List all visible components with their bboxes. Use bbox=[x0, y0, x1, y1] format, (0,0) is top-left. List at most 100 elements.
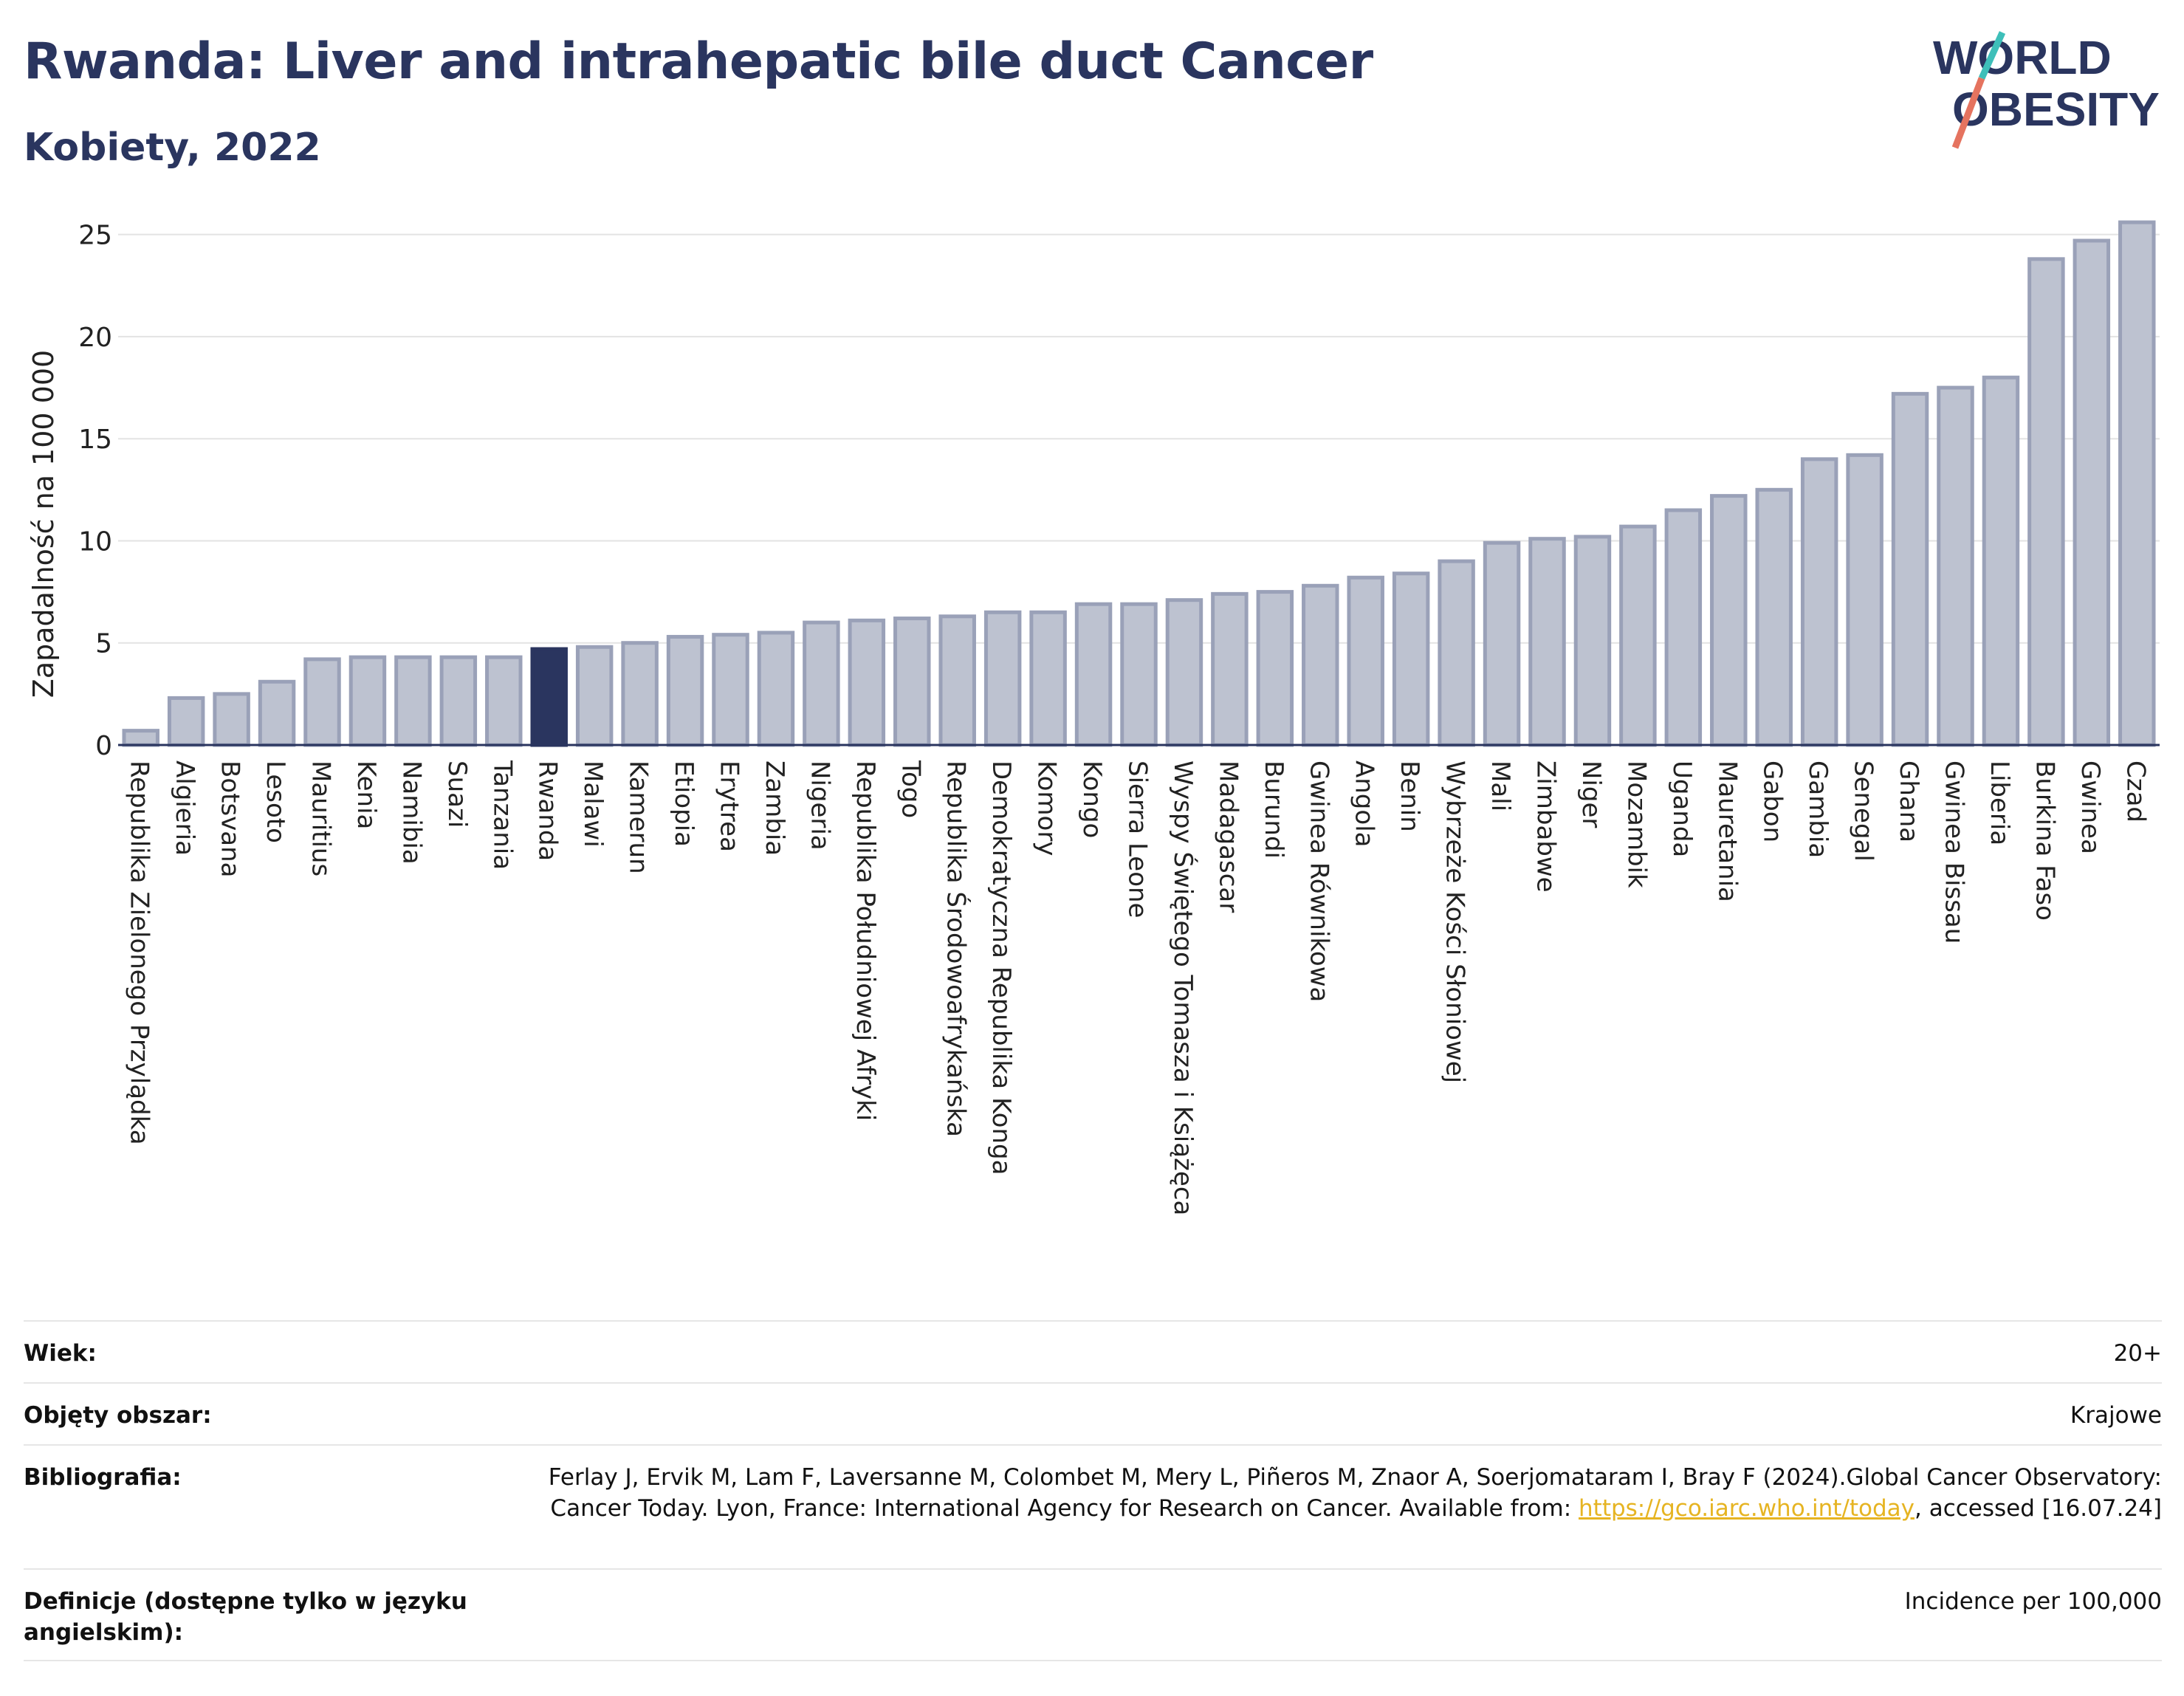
meta-age-label: Wiek: bbox=[24, 1340, 97, 1367]
x-tick-label: Gwinea Bissau bbox=[1940, 761, 1969, 944]
bar bbox=[213, 692, 250, 747]
bar bbox=[1347, 575, 1384, 747]
x-tick-label: Suazi bbox=[442, 761, 472, 828]
bar bbox=[485, 655, 523, 747]
bar bbox=[983, 610, 1022, 747]
bar bbox=[575, 645, 614, 747]
x-tick-label: Mali bbox=[1486, 761, 1515, 811]
bibliography-link[interactable]: https://gco.iarc.who.int/today bbox=[1579, 1495, 1915, 1522]
y-tick-label: 10 bbox=[78, 526, 112, 557]
x-tick-label: Mauretania bbox=[1712, 761, 1742, 902]
x-tick-label: Gwinea Równikowa bbox=[1304, 761, 1333, 1002]
bar bbox=[1302, 583, 1339, 747]
bar bbox=[122, 729, 159, 747]
x-tick-label: Angola bbox=[1350, 761, 1379, 847]
bar bbox=[803, 620, 840, 747]
x-tick-label: Namibia bbox=[396, 761, 426, 865]
logo-slash-teal bbox=[1978, 31, 2006, 80]
bar bbox=[1710, 494, 1748, 747]
x-tick-label: Erytrea bbox=[715, 761, 744, 852]
x-tick-label: Wyspy Świętego Tomasza i Książęca bbox=[1168, 761, 1198, 1215]
x-tick-label: Gabon bbox=[1758, 761, 1788, 842]
chart-title: Rwanda: Liver and intrahepatic bile duct… bbox=[24, 32, 1373, 91]
x-tick-label: Gambia bbox=[1803, 761, 1833, 858]
metadata-table: Wiek: 20+ Objęty obszar: Krajowe Bibliog… bbox=[24, 1320, 2162, 1661]
x-tick-label: Lesoto bbox=[261, 761, 290, 843]
bar bbox=[1392, 571, 1430, 747]
y-tick-label: 5 bbox=[95, 629, 112, 659]
bar bbox=[1664, 508, 1703, 747]
bibliography-accessed: , accessed [16.07.24] bbox=[1914, 1495, 2162, 1522]
x-tick-label: Czad bbox=[2121, 761, 2150, 823]
x-tick-label: Republika Zielonego Przylądka bbox=[125, 761, 154, 1145]
x-tick-label: Burkina Faso bbox=[2030, 761, 2059, 921]
bar bbox=[893, 617, 931, 747]
meta-row-age: Wiek: 20+ bbox=[24, 1320, 2162, 1382]
bar bbox=[757, 631, 795, 747]
bar bbox=[712, 633, 749, 747]
bar bbox=[2073, 238, 2111, 747]
bar bbox=[1120, 602, 1158, 747]
x-tick-label: Demokratyczna Republika Konga bbox=[986, 761, 1016, 1175]
x-tick-label: Burundi bbox=[1259, 761, 1288, 859]
bar bbox=[1982, 375, 2020, 747]
bar bbox=[439, 655, 478, 747]
logo-word-obesity: OBESITY bbox=[1952, 83, 2160, 136]
y-tick-label: 25 bbox=[78, 221, 112, 251]
bibliography-text: Ferlay J, Ervik M, Lam F, Laversanne M, … bbox=[548, 1464, 2162, 1522]
x-tick-label: Togo bbox=[896, 760, 925, 818]
x-tick-label: Nigeria bbox=[805, 761, 834, 851]
bar bbox=[1165, 598, 1203, 747]
x-tick-label: Niger bbox=[1576, 761, 1606, 828]
y-tick-label: 20 bbox=[78, 323, 112, 353]
bar bbox=[1483, 540, 1521, 747]
x-tick-label: Komory bbox=[1032, 761, 1062, 856]
x-tick-label: Wybrzeże Kości Słoniowej bbox=[1440, 761, 1470, 1083]
x-tick-label: Malawi bbox=[578, 761, 608, 848]
x-tick-labels: Republika Zielonego Przylądka Algieria Bot… bbox=[125, 760, 2151, 1215]
x-tick-label: Etiopia bbox=[669, 761, 698, 847]
meta-coverage-value: Krajowe bbox=[2070, 1402, 2162, 1429]
bar bbox=[848, 618, 886, 747]
x-tick-label: Senegal bbox=[1849, 761, 1878, 862]
bar bbox=[2118, 220, 2156, 747]
meta-bibliography-value: Ferlay J, Ervik M, Lam F, Laversanne M, … bbox=[493, 1462, 2162, 1524]
x-tick-label: Ghana bbox=[1894, 761, 1923, 842]
x-tick-label: Benin bbox=[1395, 761, 1424, 832]
logo-word-world: WORLD bbox=[1933, 31, 2112, 84]
bar bbox=[1755, 487, 1793, 747]
meta-definitions-label: Definicje (dostępne tylko w języku angie… bbox=[24, 1588, 467, 1646]
x-tick-label: Zambia bbox=[760, 761, 789, 856]
x-tick-label: Uganda bbox=[1667, 761, 1697, 857]
logo-slash-coral bbox=[1951, 77, 1985, 149]
meta-row-definitions: Definicje (dostępne tylko w języku angie… bbox=[24, 1568, 2162, 1661]
bar bbox=[1256, 590, 1294, 747]
bar bbox=[1211, 591, 1249, 747]
bars bbox=[122, 220, 2156, 747]
x-tick-label: Botsvana bbox=[216, 761, 245, 878]
bar bbox=[303, 657, 341, 747]
meta-bibliography-label: Bibliografia: bbox=[24, 1464, 182, 1491]
bar bbox=[621, 641, 659, 747]
y-tick-labels: 0 5 10 15 20 25 bbox=[78, 221, 112, 761]
bar bbox=[530, 647, 568, 747]
x-tick-label: Republika Środowoafrykańska bbox=[941, 761, 972, 1137]
chart-subtitle: Kobiety, 2022 bbox=[24, 126, 321, 170]
bar bbox=[1937, 385, 1974, 747]
bar bbox=[348, 655, 387, 747]
x-tick-label: Republika Południowej Afryki bbox=[851, 761, 880, 1121]
x-tick-label: Rwanda bbox=[533, 761, 563, 861]
x-tick-label: Mauritius bbox=[306, 761, 336, 876]
bar bbox=[1573, 535, 1612, 747]
x-tick-label: Zimbabwe bbox=[1531, 761, 1561, 893]
meta-age-value: 20+ bbox=[2113, 1340, 2162, 1367]
bar bbox=[1528, 537, 1566, 747]
bar bbox=[1800, 457, 1838, 747]
bar-chart: 0 5 10 15 20 25 Republika Zielonego Przylądka… bbox=[27, 220, 2160, 1215]
x-tick-label: Liberia bbox=[1985, 761, 2014, 845]
bar bbox=[1891, 391, 1929, 747]
bar bbox=[1846, 453, 1883, 747]
bar bbox=[1619, 524, 1657, 747]
x-tick-label: Sierra Leone bbox=[1123, 761, 1153, 918]
bar bbox=[2027, 257, 2065, 747]
